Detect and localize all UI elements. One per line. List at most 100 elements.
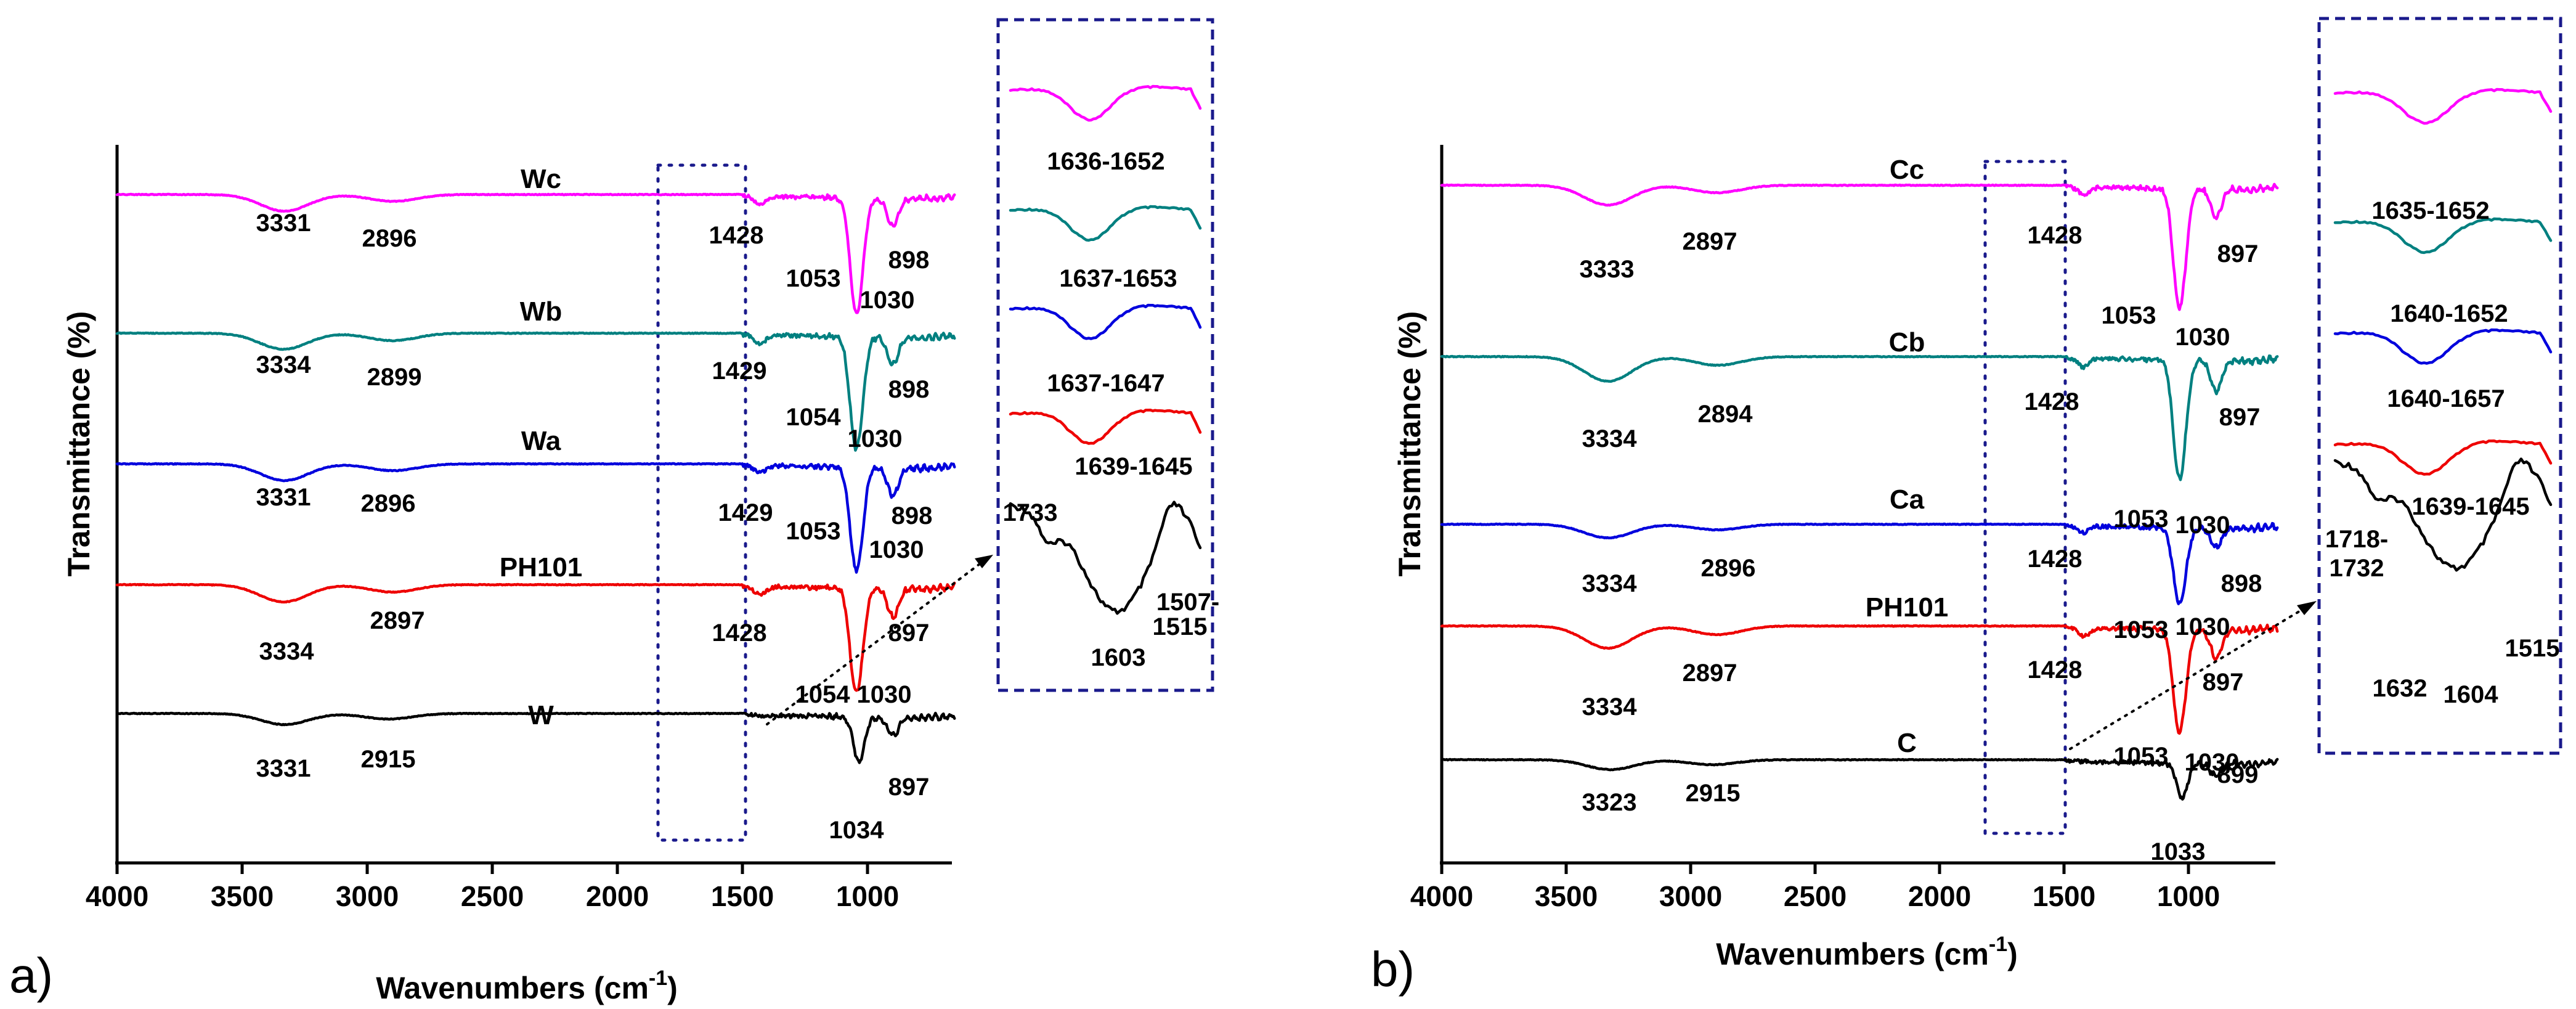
peak-label: 897 <box>2203 669 2244 696</box>
inset-label: 1639-1645 <box>1075 453 1192 480</box>
peak-label: 2899 <box>367 364 422 391</box>
peak-label: 3331 <box>256 210 311 237</box>
panel-a-inset-traces <box>1009 84 1202 615</box>
panel-a-label: a) <box>9 948 53 1003</box>
inset-label: 1636-1652 <box>1047 148 1164 175</box>
inset-label: 1632 <box>2373 675 2428 702</box>
tick-label-3500: 3500 <box>1535 880 1598 912</box>
panel-a-x-ticks: 4000 3500 3000 2500 2000 1500 1000 <box>86 863 899 912</box>
tick-label-3000: 3000 <box>336 880 399 912</box>
peak-label: 1428 <box>709 222 764 249</box>
series-label-cb: Cb <box>1889 327 1925 357</box>
peak-label: 2896 <box>361 490 416 517</box>
inset-label: 1640-1652 <box>2390 300 2508 327</box>
panel-b-y-axis-label: Transmittance (%) <box>1392 311 1427 577</box>
peak-label: 2896 <box>1701 555 1756 582</box>
series-label-cc: Cc <box>1890 155 1924 185</box>
peak-label: 1054 <box>795 681 851 708</box>
inset-trace-cb <box>2333 217 2553 255</box>
peak-label: 897 <box>888 619 930 647</box>
series-label-ph101-a: PH101 <box>500 552 583 582</box>
inset-label: 1635-1652 <box>2371 197 2489 224</box>
peak-label: 1030 <box>869 536 924 563</box>
spectrum-trace-ca <box>1440 521 2279 605</box>
peak-label: 1030 <box>2176 324 2230 351</box>
tick-label-2000: 2000 <box>586 880 649 912</box>
peak-label: 1034 <box>829 817 885 844</box>
peak-label: 898 <box>2221 570 2262 597</box>
inset-label: 1640-1657 <box>2387 385 2505 412</box>
panel-b-x-ticks: 4000 3500 3000 2500 2000 1500 1000 <box>1410 863 2220 912</box>
peak-label: 2897 <box>1683 228 1737 255</box>
inset-label: 1637-1647 <box>1047 370 1164 397</box>
peak-label: 3334 <box>1582 425 1638 452</box>
peak-label: 2897 <box>1683 660 1737 687</box>
spectrum-trace-cb <box>1440 354 2279 481</box>
tick-label-1000: 1000 <box>2157 880 2220 912</box>
inset-trace-cc <box>2333 88 2553 125</box>
peak-label: 898 <box>892 502 933 529</box>
peak-label: 1030 <box>2185 749 2240 776</box>
series-label-ph101-b: PH101 <box>1866 592 1949 623</box>
series-label-c: C <box>1897 728 1917 758</box>
peak-label: 1030 <box>2176 512 2230 539</box>
inset-label: 1603 <box>1091 644 1146 671</box>
inset-trace-ph101 <box>1009 408 1202 445</box>
peak-label: 3334 <box>1582 693 1638 721</box>
inset-label: 1718- <box>2325 526 2388 553</box>
peak-label: 1428 <box>2028 222 2082 249</box>
spectrum-trace-w <box>115 711 956 764</box>
series-label-w: W <box>528 700 554 730</box>
peak-label: 1053 <box>786 265 841 292</box>
inset-label: 1507- <box>1156 589 1219 616</box>
tick-label-3500: 3500 <box>211 880 274 912</box>
spectrum-trace-wb <box>115 331 956 452</box>
peak-label: 2896 <box>362 225 417 252</box>
spectrum-trace-ph101 <box>115 581 956 692</box>
peak-label: 897 <box>2219 404 2261 431</box>
peak-label: 1429 <box>718 499 773 526</box>
peak-label: 1053 <box>2114 616 2169 643</box>
panel-b: b) Transmittance (%) Wavenumbers (cm-1) … <box>1371 17 2562 997</box>
inset-label: 1604 <box>2444 681 2499 708</box>
peak-label: 3331 <box>256 755 311 782</box>
peak-label: 2915 <box>1686 780 1741 807</box>
panel-b-highlight-region <box>1983 160 2067 835</box>
inset-trace-ph101 <box>2333 439 2553 476</box>
spectrum-trace-wa <box>115 462 956 574</box>
series-label-wb: Wb <box>520 296 562 327</box>
peak-label: 2897 <box>370 607 425 634</box>
inset-trace-wb <box>1009 205 1202 242</box>
peak-label: 1429 <box>712 357 767 385</box>
inset-label: 1515 <box>2505 635 2560 662</box>
inset-label: 1639-1645 <box>2411 493 2529 520</box>
inset-label: 1732 <box>2330 555 2384 582</box>
peak-label: 1054 <box>786 404 842 431</box>
inset-label: 1515 <box>1153 613 1208 640</box>
series-label-ca: Ca <box>1890 484 1925 515</box>
tick-label-4000: 4000 <box>86 880 148 912</box>
peak-label: 1428 <box>712 619 767 647</box>
peak-label: 898 <box>888 376 930 403</box>
peak-label: 1428 <box>2028 545 2082 573</box>
tick-label-2500: 2500 <box>1784 880 1847 912</box>
inset-label: 1733 <box>1003 499 1058 526</box>
tick-label-1000: 1000 <box>836 880 899 912</box>
peak-label: 2894 <box>1698 401 1753 428</box>
peak-label: 897 <box>2217 240 2259 268</box>
panel-a-y-axis-label: Transmittance (%) <box>62 311 96 577</box>
inset-label: 1637-1653 <box>1059 265 1177 292</box>
peak-label: 1030 <box>848 425 903 452</box>
panel-b-zoom-arrow <box>2069 609 2302 750</box>
peak-label: 3331 <box>256 484 311 511</box>
peak-label: 3334 <box>1582 570 1638 597</box>
peak-label: 897 <box>888 774 930 801</box>
peak-label: 3333 <box>1580 256 1635 283</box>
inset-trace-wa <box>1009 303 1202 340</box>
peak-label: 1428 <box>2028 656 2082 684</box>
peak-label: 1053 <box>786 518 841 545</box>
panel-b-traces <box>1440 182 2279 801</box>
panel-a-traces <box>115 192 956 764</box>
panel-a-ylabel: Transmittance (%) <box>62 311 96 577</box>
spectrum-trace-cc <box>1440 182 2279 311</box>
